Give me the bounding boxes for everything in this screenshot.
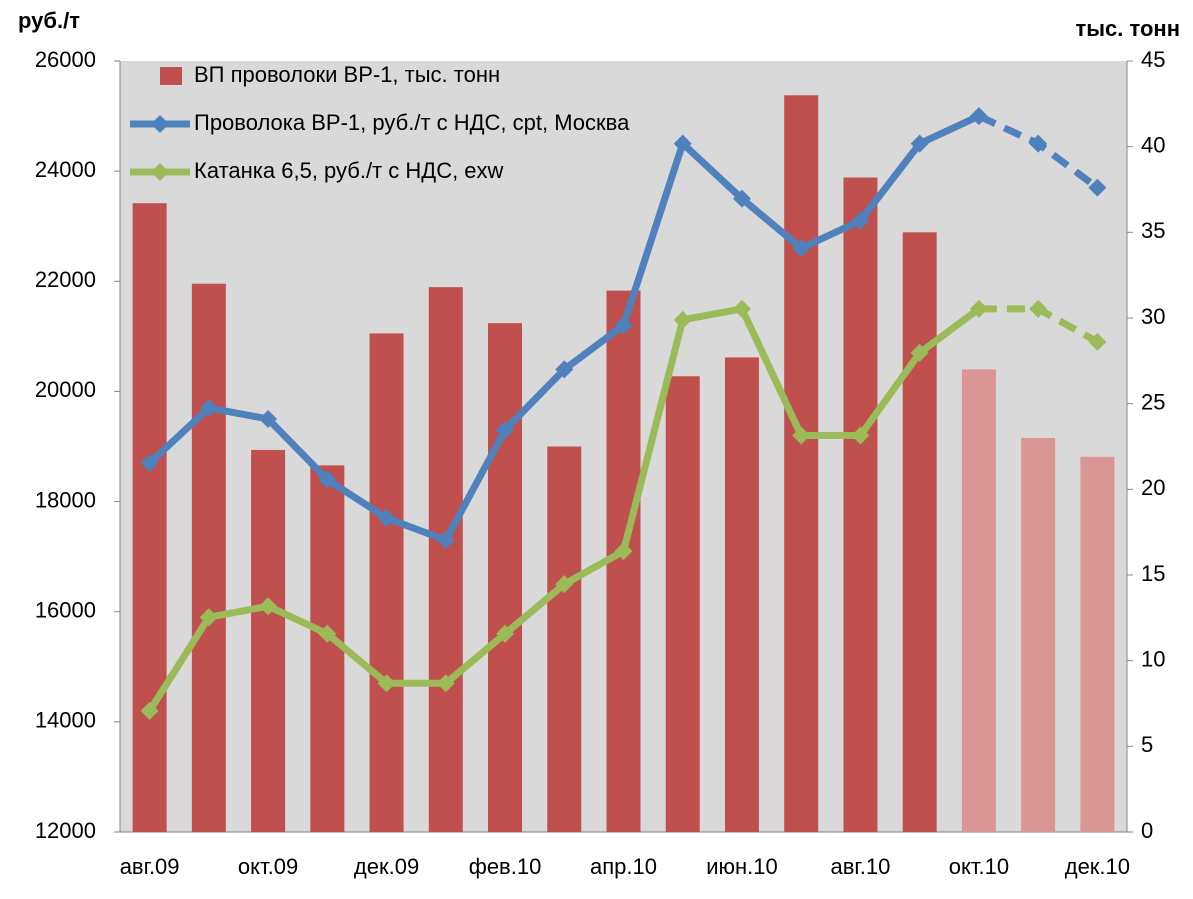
x-tick-label: дек.09 xyxy=(354,854,419,879)
marker xyxy=(614,316,633,335)
y2-tick-label: 45 xyxy=(1141,47,1165,72)
marker xyxy=(436,674,455,693)
bar xyxy=(665,376,700,832)
y2-tick-label: 0 xyxy=(1141,818,1153,843)
marker xyxy=(199,398,218,417)
marker xyxy=(1088,332,1107,351)
y2-tick-label: 20 xyxy=(1141,475,1165,500)
bar xyxy=(1080,456,1115,832)
x-tick-label: апр.10 xyxy=(590,854,657,879)
marker xyxy=(1088,178,1107,197)
y2-tick-label: 25 xyxy=(1141,389,1165,414)
y-tick-label: 18000 xyxy=(35,487,96,512)
marker xyxy=(496,420,515,439)
y-tick-label: 20000 xyxy=(35,377,96,402)
marker xyxy=(436,531,455,550)
legend-label: Катанка 6,5, руб./т с НДС, exw xyxy=(194,158,504,183)
x-tick-label: окт.09 xyxy=(238,854,298,879)
marker xyxy=(259,409,278,428)
marker xyxy=(555,575,574,594)
bar xyxy=(132,203,167,832)
marker xyxy=(969,299,988,318)
y2-tick-label: 35 xyxy=(1141,218,1165,243)
marker xyxy=(496,624,515,643)
marker xyxy=(259,597,278,616)
marker xyxy=(910,134,929,153)
x-tick-label: авг.09 xyxy=(120,854,180,879)
marker xyxy=(1029,134,1048,153)
y-tick-label: 24000 xyxy=(35,157,96,182)
marker xyxy=(1029,299,1048,318)
bar xyxy=(961,369,996,832)
y-tick-label: 26000 xyxy=(35,47,96,72)
bar xyxy=(1021,437,1056,832)
y-tick-label: 22000 xyxy=(35,267,96,292)
y-tick-label: 14000 xyxy=(35,708,96,733)
marker xyxy=(614,542,633,561)
bar xyxy=(369,333,404,832)
legend-marker xyxy=(151,163,169,181)
x-tick-label: июн.10 xyxy=(706,854,778,879)
legend-swatch xyxy=(160,67,182,85)
bar xyxy=(191,283,226,832)
legend-label: ВП проволоки ВР-1, тыс. тонн xyxy=(194,62,500,87)
y2-tick-label: 30 xyxy=(1141,304,1165,329)
marker xyxy=(792,239,811,258)
legend-label: Проволока ВР-1, руб./т с НДС, cpt, Москв… xyxy=(194,110,630,135)
marker xyxy=(851,426,870,445)
x-tick-label: фев.10 xyxy=(469,854,542,879)
marker xyxy=(792,426,811,445)
bar xyxy=(251,449,286,832)
x-tick-label: дек.10 xyxy=(1065,854,1130,879)
y2-tick-label: 5 xyxy=(1141,732,1153,757)
bar xyxy=(547,446,582,832)
marker xyxy=(555,360,574,379)
marker xyxy=(199,608,218,627)
marker xyxy=(377,509,396,528)
x-tick-label: окт.10 xyxy=(949,854,1009,879)
y2-axis-title: тыс. тонн xyxy=(1075,16,1180,41)
marker xyxy=(969,107,988,126)
marker xyxy=(673,310,692,329)
y2-tick-label: 10 xyxy=(1141,646,1165,671)
y2-tick-label: 40 xyxy=(1141,132,1165,157)
marker xyxy=(318,470,337,489)
bar xyxy=(310,465,345,832)
marker xyxy=(140,454,159,473)
x-tick-label: авг.10 xyxy=(831,854,891,879)
marker xyxy=(732,299,751,318)
bar xyxy=(428,287,463,832)
y-axis-title: руб./т xyxy=(18,8,80,33)
y2-tick-label: 15 xyxy=(1141,561,1165,586)
bar xyxy=(724,357,759,832)
bar xyxy=(784,95,819,833)
marker xyxy=(910,343,929,362)
y-tick-label: 12000 xyxy=(35,818,96,843)
bar xyxy=(902,232,937,833)
marker xyxy=(318,624,337,643)
marker xyxy=(377,674,396,693)
bar xyxy=(488,323,523,832)
marker xyxy=(851,211,870,230)
marker xyxy=(140,701,159,720)
marker xyxy=(732,189,751,208)
y-tick-label: 16000 xyxy=(35,598,96,623)
bar xyxy=(843,177,878,833)
marker xyxy=(673,134,692,153)
legend-marker xyxy=(151,115,169,133)
